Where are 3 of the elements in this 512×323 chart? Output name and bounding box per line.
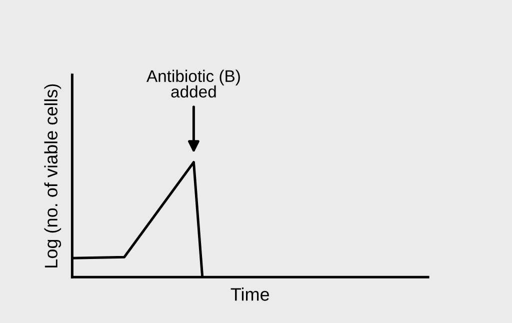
text: Antibiotic (B) added (146, 70, 240, 98)
x-axis-title: Time (230, 288, 270, 301)
y-axis-title: Log (no. of viable cells) (44, 84, 62, 268)
